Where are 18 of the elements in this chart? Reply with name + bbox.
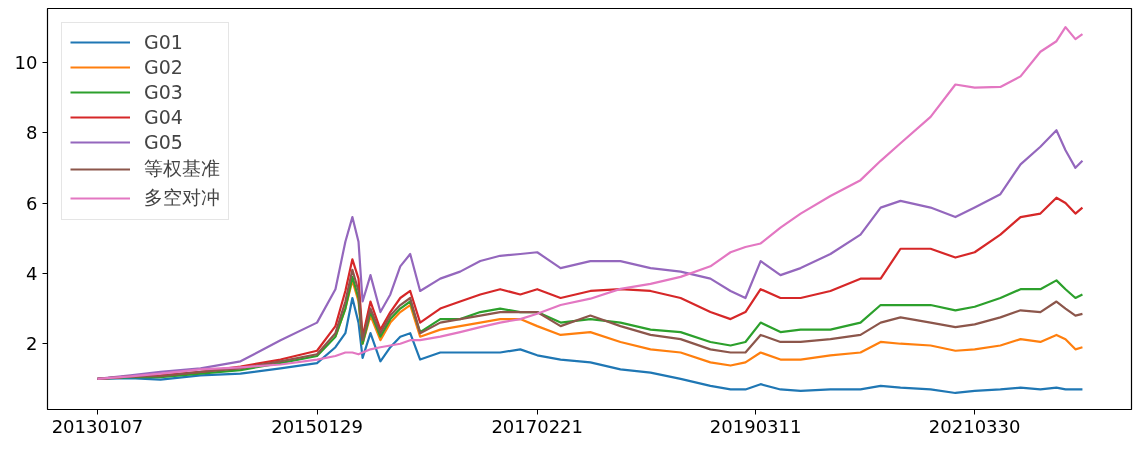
legend-label: 多空对冲 <box>144 185 220 210</box>
legend-label: 等权基准 <box>144 156 220 181</box>
x-tick-label: 20150129 <box>271 415 363 437</box>
y-tick-label: 6 <box>26 192 38 214</box>
x-tick-label: 20210330 <box>928 415 1021 437</box>
x-tick-label: 20190311 <box>709 415 802 437</box>
legend-label: G01 <box>144 31 183 53</box>
y-tick-label: 4 <box>26 262 38 284</box>
y-tick-label: 2 <box>26 333 38 355</box>
line-series <box>96 26 1084 380</box>
legend-label: G03 <box>144 81 183 103</box>
x-tick-label: 20170221 <box>491 415 584 437</box>
legend-label: G02 <box>144 56 183 78</box>
legend-label: G04 <box>144 106 183 128</box>
legend-label: G05 <box>144 131 183 153</box>
y-tick-label: 8 <box>26 122 38 144</box>
y-tick-label: 10 <box>14 51 38 73</box>
x-tick-label: 20130107 <box>51 415 144 437</box>
